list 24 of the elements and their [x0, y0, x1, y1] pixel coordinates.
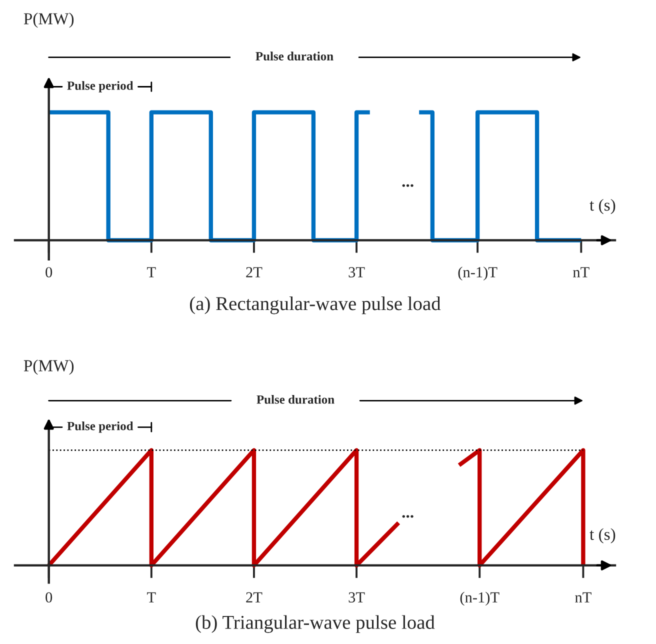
x-tick-label: nT	[575, 592, 592, 602]
text: Pulse period	[67, 81, 134, 92]
text: (a) Rectangular-wave pulse load	[190, 296, 441, 314]
x-tick-label: 3T	[348, 267, 365, 278]
x-axis-title: t (s)	[590, 528, 616, 544]
y-axis-title: P(MW)	[24, 360, 74, 375]
x-tick-label: 0	[46, 592, 52, 603]
text: Pulse duration	[256, 394, 334, 404]
text: Pulse duration	[256, 52, 334, 60]
text: Pulse period	[67, 421, 134, 433]
annotation: ...	[402, 515, 414, 518]
x-axis-title: t (s)	[590, 199, 616, 214]
x-tick-label: 2T	[246, 592, 262, 602]
x-tick-label: (n-1)T	[458, 266, 498, 280]
x-tick-label: (n-1)T	[460, 592, 500, 606]
x-tick-label: 2T	[246, 267, 262, 278]
x-tick-label: T	[147, 267, 156, 278]
y-axis-title: P(MW)	[24, 12, 74, 28]
text: (b) Triangular-wave pulse load	[196, 615, 435, 633]
x-tick-label: T	[147, 592, 156, 602]
x-tick-label: nT	[573, 267, 590, 278]
annotation: ...	[402, 184, 414, 187]
x-tick-label: 0	[46, 267, 52, 278]
x-tick-label: 3T	[348, 592, 365, 603]
